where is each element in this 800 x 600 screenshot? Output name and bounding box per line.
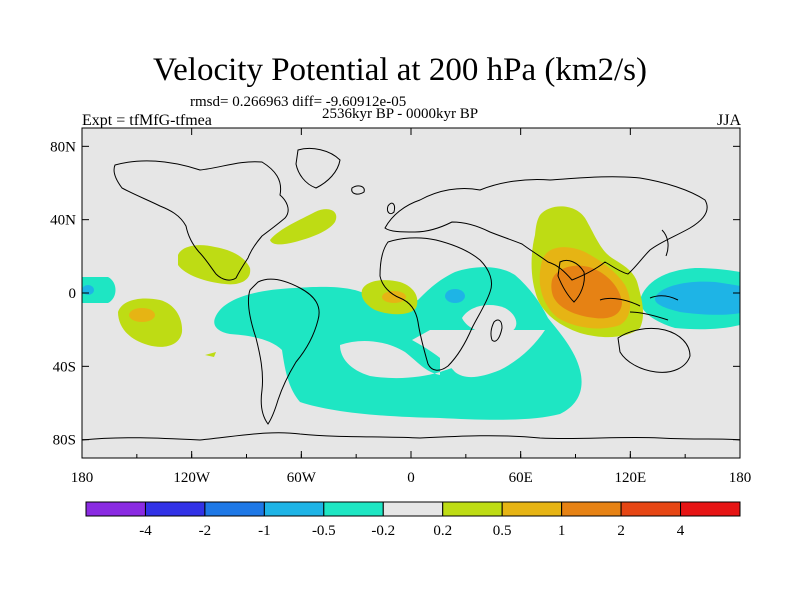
colorbar-label: 0.5 [493,523,512,539]
lat-tick-label: 0 [69,286,77,302]
rmsd-diff-label: rmsd= 0.266963 diff= -9.60912e-05 [190,94,407,110]
colorbar-swatch [620,501,682,517]
colorbar-swatch [561,501,622,517]
lon-tick-label: 180 [71,470,94,486]
lat-tick-label: 80S [53,433,76,449]
lat-tick-label: 40S [53,359,76,375]
lon-tick-label: 120W [173,470,211,486]
lon-tick-label: 60E [509,470,533,486]
colorbar-label: -0.2 [371,523,395,539]
contour-fields [82,206,740,420]
positive-anomaly-north-atlantic [270,209,337,245]
colorbar: -4 -2 -1 -0.5 -0.2 0.2 0.5 1 2 4 [85,501,741,539]
coastlines [82,147,740,441]
negative-core-west-pacific [654,281,740,315]
coastline-africa [379,237,493,371]
coastline-south-america [247,278,320,425]
positive-core-asia-1 [551,265,622,319]
colorbar-swatch [680,501,741,517]
colorbar-label: -4 [139,523,152,539]
positive-core-west-africa [382,291,406,303]
lon-tick-label: 0 [407,470,415,486]
colorbar-label: 0.2 [433,523,452,539]
neutral-cutout-region [340,340,500,379]
coastline-india [557,259,585,303]
positive-core-east-pacific [129,308,155,322]
colorbar-label: 4 [677,523,685,539]
axis-ticks: 80N 40N 0 40S 80S 180 120W 60W 0 60E 120E 180 [50,128,751,486]
positive-speck-pacific [205,352,216,357]
lon-tick-label: 180 [729,470,752,486]
colorbar-swatch [263,501,325,517]
negative-core-africa [445,289,465,303]
period-label: 2536kyr BP - 0000kyr BP [322,106,479,122]
coastline-north-america [113,160,289,281]
colorbar-swatch [323,501,384,517]
coastline-iceland [351,185,365,195]
colorbar-label: -1 [258,523,271,539]
coastline-uk [387,202,395,215]
colorbar-swatch [85,501,146,517]
colorbar-label: 1 [558,523,566,539]
coastline-japan [661,229,669,257]
lon-tick-label: 60W [287,470,317,486]
lon-tick-label: 120E [614,470,646,486]
colorbar-label: -0.5 [312,523,336,539]
coastline-antarctica [82,432,740,441]
coastline-europe-asia [384,176,708,281]
coastline-greenland [295,147,341,189]
lat-tick-label: 40N [50,213,76,229]
coastline-indonesia [599,295,679,321]
colorbar-swatch [501,501,563,517]
colorbar-swatch [382,501,444,517]
coastline-australia [617,327,691,373]
colorbar-label: 2 [617,523,625,539]
lat-tick-label: 80N [50,139,76,155]
negative-anomaly-west-edge [82,277,116,303]
colorbar-swatch [204,501,265,517]
experiment-label: Expt = tfMfG-tfmea [82,112,212,129]
map-title: Velocity Potential at 200 hPa (km2/s) [152,52,648,88]
season-label: JJA [716,112,741,129]
colorbar-label: -2 [199,523,212,539]
colorbar-swatch [442,501,503,517]
colorbar-swatch [144,501,206,517]
positive-anomaly-caribbean [178,245,251,285]
neutral-hole-region [462,305,517,334]
coastline-madagascar [490,319,503,342]
